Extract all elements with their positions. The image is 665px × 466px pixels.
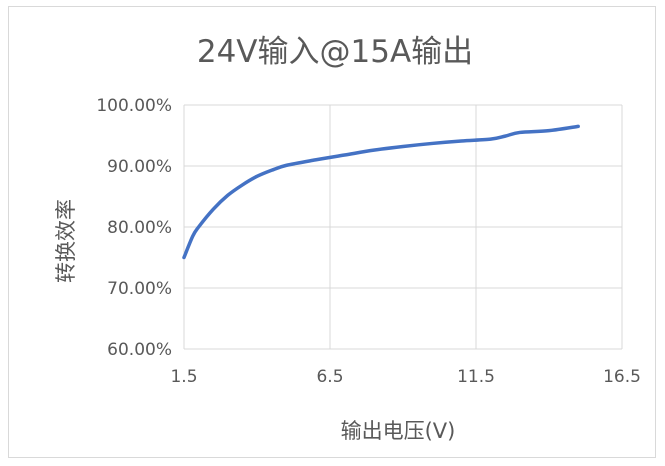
x-tick-label: 1.5: [170, 367, 197, 387]
chart-frame: 24V输入@15A输出 60.00% 70.00% 80.00% 90.00% 100.…: [8, 6, 656, 458]
y-tick-label: 70.00%: [107, 279, 172, 299]
y-tick-label: 90.00%: [107, 157, 172, 177]
y-tick-label: 80.00%: [107, 218, 172, 238]
series-line: [182, 124, 580, 260]
y-tick-label: 60.00%: [107, 340, 172, 360]
x-tick-labels: 1.5 6.5 11.5 16.5: [170, 367, 640, 387]
y-axis-label: 转换效率: [54, 199, 78, 283]
y-tick-label: 100.00%: [96, 96, 172, 116]
x-tick-label: 16.5: [603, 367, 641, 387]
x-axis-label: 输出电压(V): [341, 419, 456, 443]
x-tick-label: 11.5: [457, 367, 495, 387]
chart-title: 24V输入@15A输出: [197, 34, 473, 70]
chart: 24V输入@15A输出 60.00% 70.00% 80.00% 90.00% 100.…: [54, 34, 641, 443]
y-tick-labels: 60.00% 70.00% 80.00% 90.00% 100.00%: [96, 96, 172, 360]
x-tick-label: 6.5: [316, 367, 343, 387]
gridlines: [183, 104, 623, 350]
series-layer: [182, 124, 580, 260]
